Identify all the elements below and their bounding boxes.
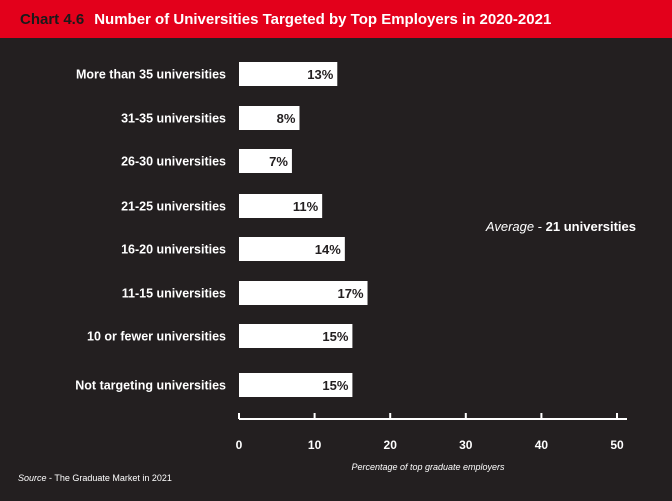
average-annotation: Average - 21 universities — [486, 219, 636, 234]
bar — [239, 149, 292, 173]
category-label: Not targeting universities — [75, 379, 226, 393]
data-label: 8% — [277, 111, 296, 126]
data-label: 11% — [293, 199, 319, 214]
x-tick-label: 10 — [308, 438, 322, 452]
bar — [239, 194, 323, 218]
category-label: 10 or fewer universities — [87, 330, 226, 344]
chart-number: Chart 4.6 — [20, 10, 85, 28]
x-tick-label: 40 — [535, 438, 549, 452]
data-label: 7% — [269, 154, 288, 169]
x-axis-label: Percentage of top graduate employers — [351, 462, 505, 472]
data-label: 14% — [315, 242, 341, 257]
category-label: 21-25 universities — [121, 200, 226, 214]
chart-header: Chart 4.6 Number of Universities Targete… — [0, 0, 672, 38]
average-annotation-value: 21 universities — [545, 219, 636, 234]
data-label: 15% — [322, 378, 348, 393]
source-note: Source - The Graduate Market in 2021 — [18, 473, 172, 483]
bar — [239, 373, 353, 397]
category-label: 26-30 universities — [121, 155, 226, 169]
data-label: 15% — [322, 329, 348, 344]
bar — [239, 237, 345, 261]
data-label: 17% — [337, 286, 363, 301]
source-prefix: Source — [18, 473, 47, 483]
bar — [239, 106, 300, 130]
bar — [239, 324, 353, 348]
x-tick-label: 20 — [384, 438, 398, 452]
category-label: 11-15 universities — [122, 287, 226, 301]
bar — [239, 62, 338, 86]
average-annotation-separator: - — [534, 219, 546, 234]
chart-title: Number of Universities Targeted by Top E… — [94, 10, 552, 28]
source-text: - The Graduate Market in 2021 — [46, 473, 172, 483]
category-label: 16-20 universities — [121, 243, 226, 257]
average-annotation-prefix: Average — [485, 219, 535, 234]
data-label: 13% — [307, 67, 333, 82]
category-label: 31-35 universities — [121, 112, 226, 126]
x-tick-label: 50 — [610, 438, 624, 452]
x-tick-label: 0 — [236, 438, 243, 452]
bar — [239, 281, 368, 305]
x-tick-label: 30 — [459, 438, 473, 452]
category-label: More than 35 universities — [76, 68, 226, 82]
